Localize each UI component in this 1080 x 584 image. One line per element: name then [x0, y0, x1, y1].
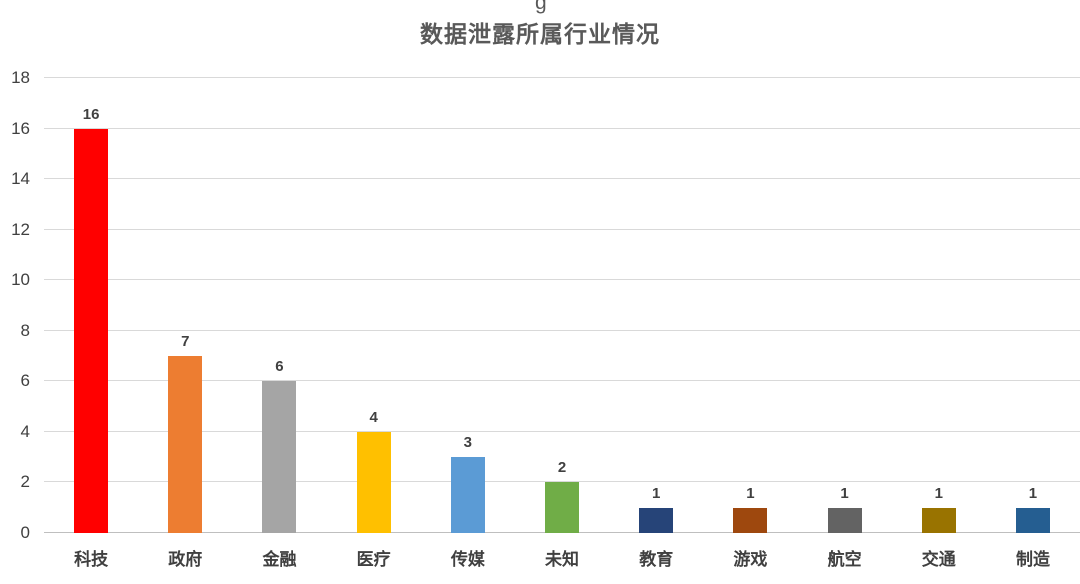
x-axis-category-label: 游戏 — [733, 549, 768, 569]
bar-7 — [639, 507, 674, 533]
gridline — [44, 279, 1080, 281]
bar-slot: 6 — [232, 78, 326, 533]
bar-5 — [450, 457, 485, 533]
y-axis-tick-label: 16 — [11, 118, 30, 138]
bar-value-label: 4 — [369, 408, 378, 426]
x-axis: 科技 政府 金融 医疗 传媒 未知 教育 游戏 航空 交通 制造 — [44, 533, 1080, 581]
x-axis-category-label: 教育 — [639, 549, 674, 569]
gridline — [44, 481, 1080, 483]
chart-body: 0 2 4 6 8 10 12 14 16 18 16 7 6 4 3 2 1 1 1 1 1 — [0, 68, 1080, 542]
bar-slot: 7 — [138, 78, 232, 533]
bars-group: 16 7 6 4 3 2 1 1 1 1 1 — [44, 78, 1080, 533]
x-axis-category-label: 未知 — [545, 549, 580, 569]
bar-value-label: 2 — [557, 459, 567, 477]
y-axis: 0 2 4 6 8 10 12 14 16 18 — [0, 68, 36, 542]
bar-10 — [921, 507, 956, 533]
chart-title: 数据泄露所属行业情况 — [420, 21, 660, 47]
x-axis-category-label: 政府 — [168, 549, 203, 569]
bar-value-label: 1 — [1028, 484, 1038, 502]
gridline — [44, 228, 1080, 230]
bar-6 — [545, 482, 580, 533]
gridline — [44, 329, 1080, 331]
x-axis-category-label: 医疗 — [356, 549, 391, 569]
bar-value-label: 6 — [275, 358, 284, 376]
gridline — [44, 127, 1080, 129]
bar-value-label: 1 — [746, 484, 755, 502]
bar-11 — [1015, 507, 1050, 533]
x-axis-category-label: 科技 — [74, 549, 109, 569]
bar-slot: 1 — [703, 78, 797, 533]
gridline — [44, 178, 1080, 180]
bar-4 — [356, 431, 391, 533]
y-axis-tick-label: 6 — [20, 371, 30, 391]
bar-value-label: 16 — [82, 105, 100, 123]
bar-slot: 1 — [798, 78, 892, 533]
y-axis-tick-label: 10 — [11, 270, 30, 290]
bar-slot: 1 — [892, 78, 986, 533]
y-axis-tick-label: 8 — [20, 320, 30, 340]
bar-9 — [827, 507, 862, 533]
x-axis-category-label: 航空 — [827, 549, 862, 569]
bar-1 — [74, 128, 109, 533]
y-axis-tick-label: 12 — [11, 219, 30, 239]
bar-2 — [168, 356, 203, 533]
plot-area: 16 7 6 4 3 2 1 1 1 1 1 — [44, 77, 1080, 533]
bar-slot: 1 — [986, 78, 1080, 533]
bar-3 — [262, 381, 297, 533]
x-axis-category-label: 交通 — [921, 549, 956, 569]
y-axis-tick-label: 14 — [11, 169, 30, 189]
bar-slot: 3 — [421, 78, 515, 533]
bar-value-label: 1 — [840, 484, 849, 502]
bar-slot: 1 — [609, 78, 703, 533]
y-axis-tick-label: 18 — [11, 68, 30, 87]
bar-slot: 2 — [515, 78, 609, 533]
cropped-text-fragment: g — [535, 0, 547, 14]
gridline — [44, 380, 1080, 382]
y-axis-tick-label: 0 — [20, 523, 30, 542]
y-axis-tick-label: 2 — [20, 472, 30, 492]
bar-value-label: 1 — [934, 484, 943, 502]
x-axis-category-label: 制造 — [1015, 549, 1050, 569]
gridline — [44, 77, 1080, 78]
bar-slot: 16 — [44, 78, 138, 533]
bar-value-label: 7 — [181, 333, 190, 351]
x-axis-category-label: 金融 — [262, 549, 297, 569]
bar-value-label: 3 — [463, 434, 473, 452]
bar-slot: 4 — [327, 78, 421, 533]
bar-value-label: 1 — [652, 484, 661, 502]
y-axis-tick-label: 4 — [20, 421, 30, 441]
gridline — [44, 430, 1080, 432]
bar-8 — [733, 507, 768, 533]
x-axis-category-label: 传媒 — [450, 549, 485, 569]
